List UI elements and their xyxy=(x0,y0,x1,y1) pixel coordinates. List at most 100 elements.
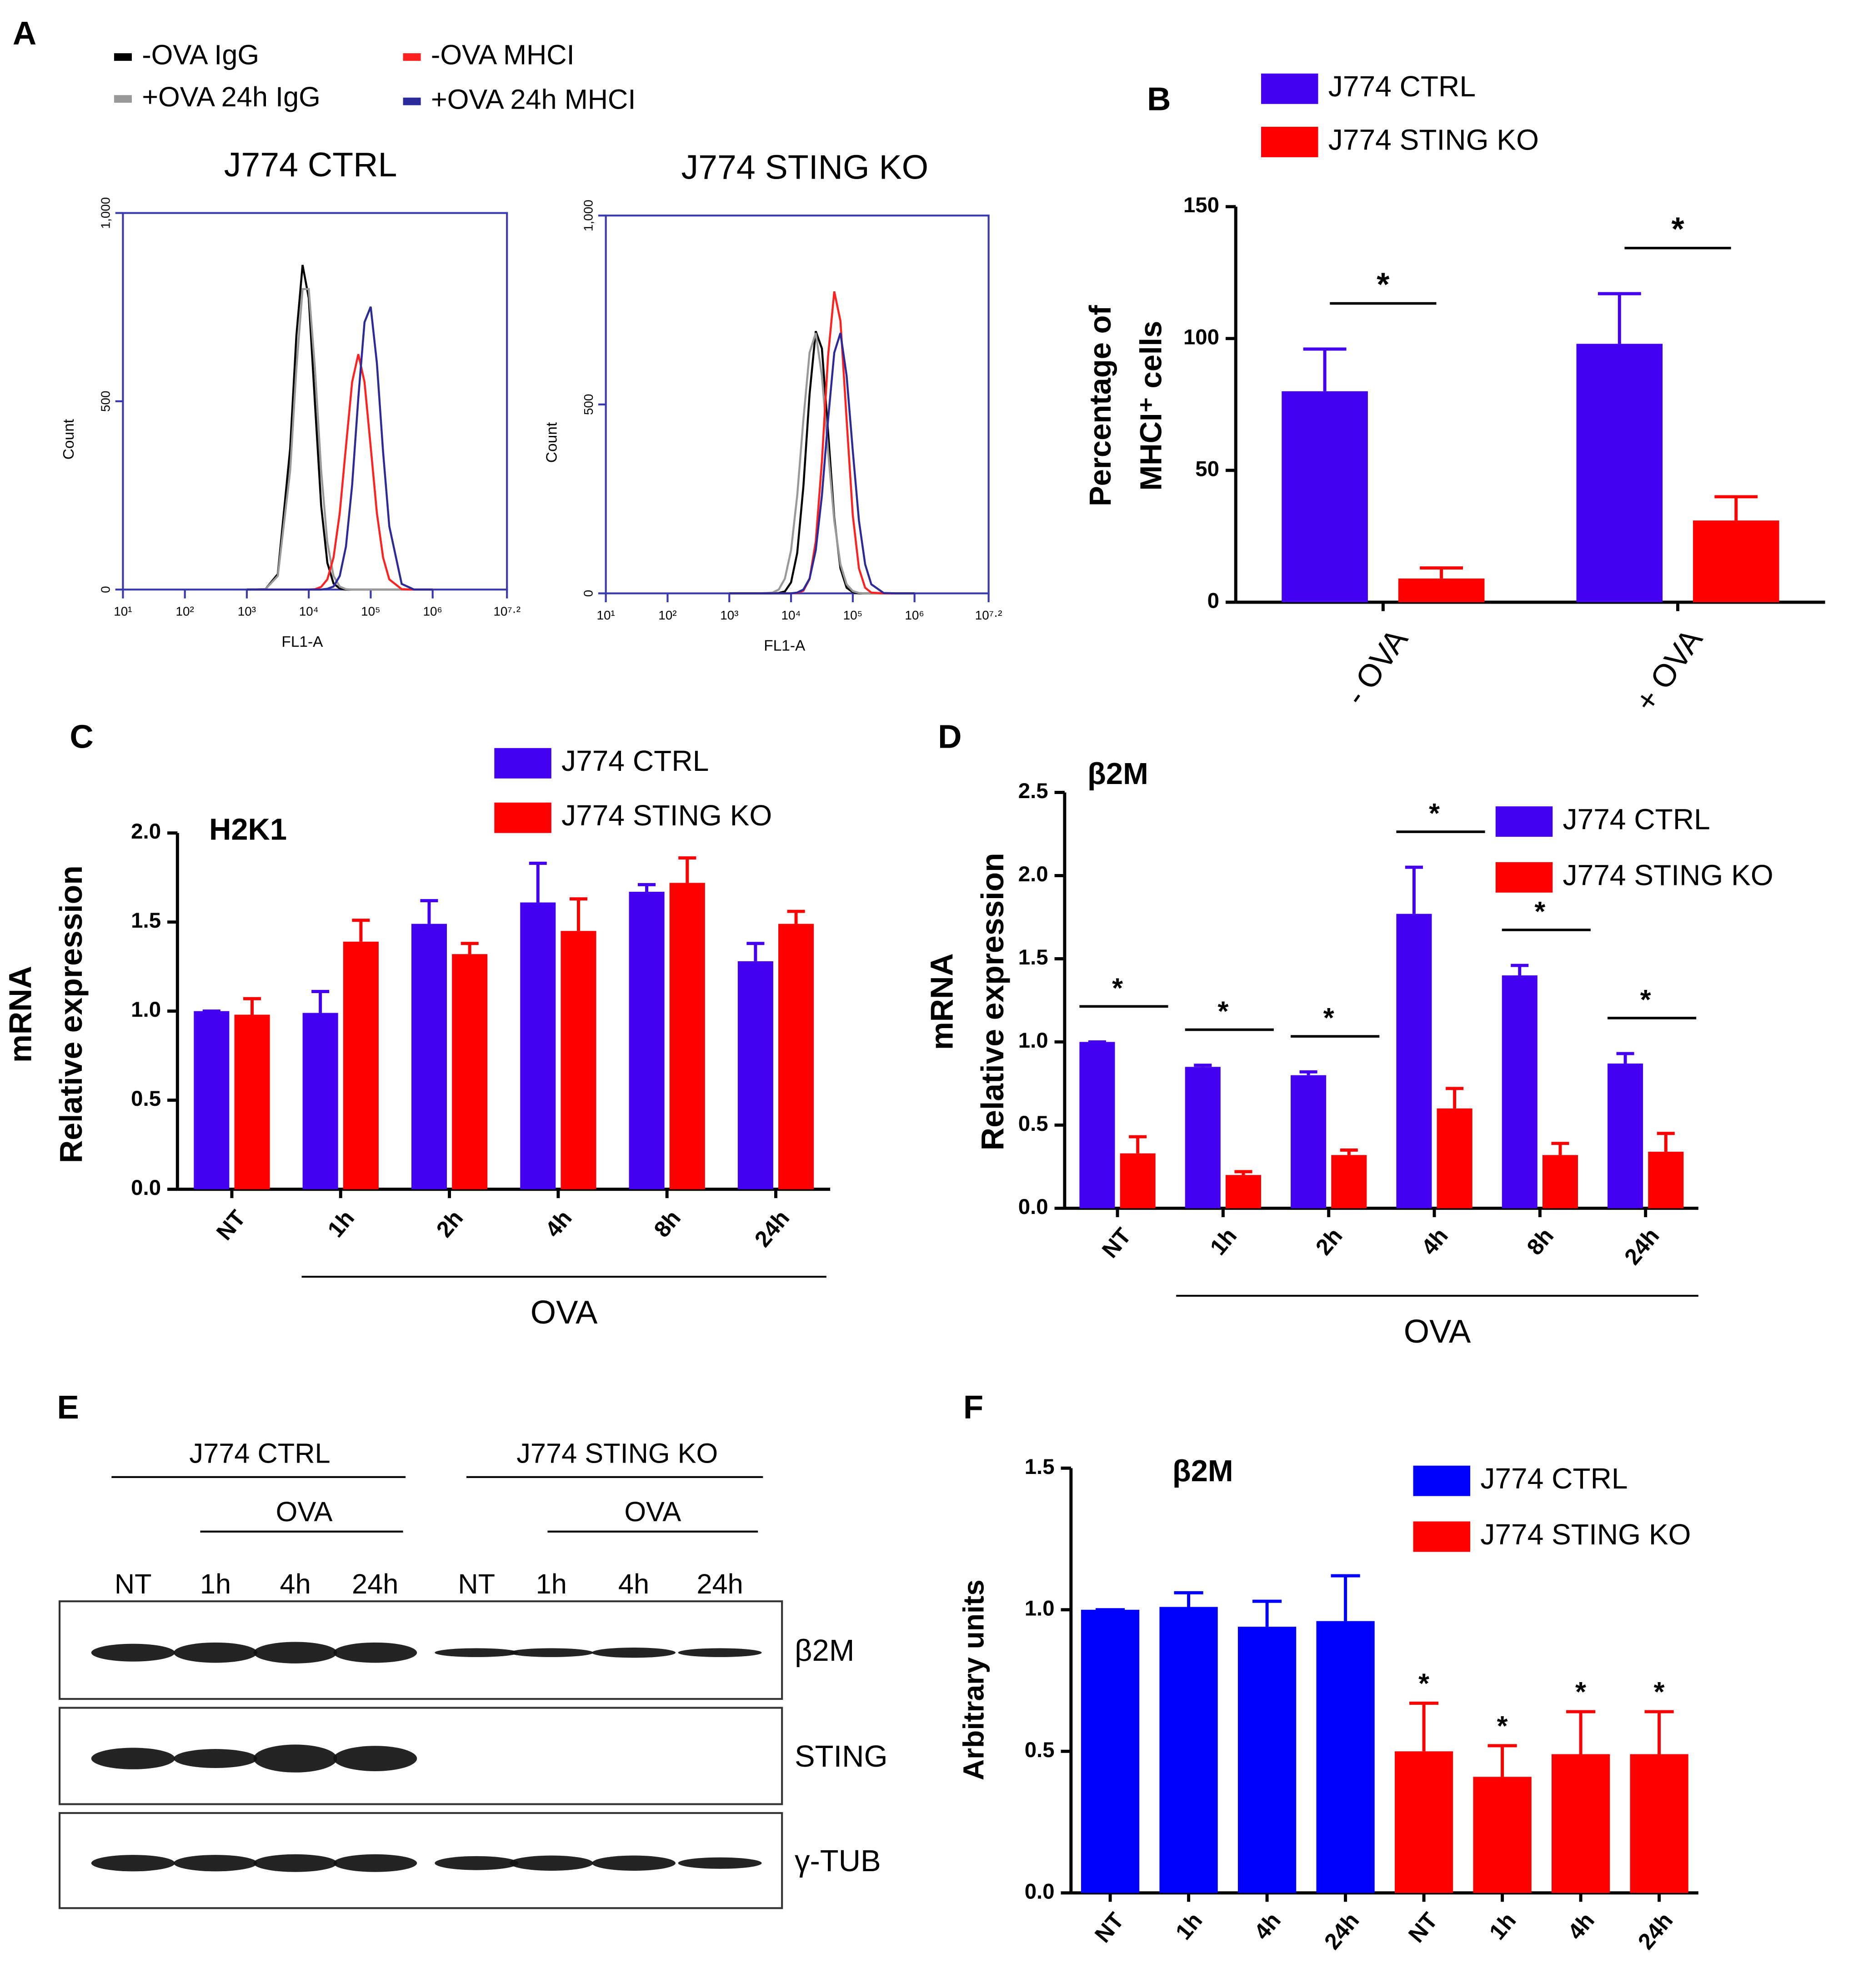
significance-label: * xyxy=(1497,1710,1508,1742)
legend-label: J774 STING KO xyxy=(1480,1518,1691,1551)
blot-band xyxy=(91,1855,175,1872)
blot-band xyxy=(509,1648,593,1657)
legend-label: +OVA 24h MHCI xyxy=(431,84,636,115)
error-bar xyxy=(678,856,696,883)
x-tick-label: 10⁶ xyxy=(423,604,442,619)
significance-label: * xyxy=(1112,972,1123,1004)
error-bar xyxy=(1420,566,1463,579)
chart-title: β2M xyxy=(1087,757,1148,791)
error-bar xyxy=(787,909,805,924)
y-tick-label: 2.0 xyxy=(131,819,161,844)
x-tick-label: 10¹ xyxy=(597,608,615,622)
error-bar xyxy=(1234,1170,1252,1175)
y-axis-label: Count xyxy=(543,422,560,463)
y-tick-label: 0 xyxy=(99,586,113,593)
legend-swatch xyxy=(1495,862,1553,893)
y-axis-label: Percentage of xyxy=(1083,305,1117,506)
y-tick-label: 0.0 xyxy=(1025,1879,1055,1903)
blot-band xyxy=(253,1854,337,1872)
y-tick-label: 500 xyxy=(581,394,596,415)
bar xyxy=(1398,578,1485,603)
bar xyxy=(411,924,447,1189)
x-tick-label: 10⁵ xyxy=(361,604,381,619)
error-bar xyxy=(420,899,438,924)
bar xyxy=(1159,1607,1218,1893)
bar xyxy=(194,1011,230,1189)
y-tick-label: 0.5 xyxy=(1025,1738,1055,1762)
x-tick-label: 10² xyxy=(176,604,194,619)
blot-band xyxy=(333,1854,417,1872)
bar xyxy=(629,892,665,1189)
y-tick-label: 2.5 xyxy=(1018,779,1048,803)
panel-title: J774 CTRL xyxy=(224,145,397,184)
error-bar xyxy=(638,883,656,892)
error-bar xyxy=(1409,1701,1439,1752)
blot-band xyxy=(678,1648,762,1657)
lane-label: NT xyxy=(115,1568,152,1600)
x-tick-label: 10⁴ xyxy=(781,608,801,622)
bar xyxy=(1693,520,1779,603)
legend-swatch xyxy=(1261,73,1318,104)
bar xyxy=(1630,1754,1688,1893)
error-bar xyxy=(1511,964,1529,976)
y-tick-label: 1,000 xyxy=(581,200,596,231)
y-tick-label: 1.5 xyxy=(1018,945,1048,969)
chart-title: H2K1 xyxy=(209,813,287,847)
error-bar xyxy=(746,942,765,961)
y-tick-label: 1.5 xyxy=(1025,1455,1055,1479)
y-tick-label: 100 xyxy=(1183,325,1219,349)
error-bar xyxy=(529,861,547,903)
panel-letter: E xyxy=(57,1389,79,1426)
blot-band xyxy=(678,1857,762,1869)
error-bar xyxy=(1129,1135,1147,1154)
bar xyxy=(1396,914,1432,1209)
x-axis-label: FL1-A xyxy=(764,638,806,654)
blot-treatment-label: OVA xyxy=(624,1496,681,1528)
legend-label: -OVA IgG xyxy=(142,40,259,71)
blot-band xyxy=(435,1856,519,1870)
significance-label: * xyxy=(1671,211,1684,248)
bar xyxy=(1331,1155,1367,1209)
y-axis-label: Arbitrary units xyxy=(957,1579,990,1780)
error-bar xyxy=(1340,1148,1358,1155)
x-tick-label: 10² xyxy=(658,608,676,622)
y-tick-label: 0.5 xyxy=(1018,1112,1048,1136)
error-bar xyxy=(1194,1064,1212,1067)
blot-band xyxy=(333,1642,417,1663)
error-bar xyxy=(1644,1710,1674,1754)
bar xyxy=(1502,975,1537,1209)
y-axis-label: MHCI⁺ cells xyxy=(1134,321,1168,491)
legend-swatch xyxy=(1413,1465,1471,1496)
panel-title: J774 STING KO xyxy=(681,148,928,186)
significance-label: * xyxy=(1217,996,1228,1027)
blot-band xyxy=(591,1855,676,1871)
x-tick-label: 10¹ xyxy=(114,604,132,619)
blot-band xyxy=(591,1648,676,1658)
blot-band xyxy=(253,1744,337,1773)
legend-label: J774 CTRL xyxy=(561,744,709,777)
y-axis-label: Relative expression xyxy=(975,853,1010,1150)
error-bar xyxy=(1446,1087,1464,1109)
error-bar xyxy=(461,942,479,954)
blot-group-label: J774 STING KO xyxy=(516,1438,718,1469)
y-tick-label: 150 xyxy=(1183,193,1219,217)
bar xyxy=(1291,1075,1327,1209)
x-tick-label: 10⁷·² xyxy=(975,608,1002,622)
x-axis-label: FL1-A xyxy=(281,634,323,650)
significance-label: * xyxy=(1640,984,1651,1015)
legend-swatch xyxy=(494,802,551,833)
error-bar xyxy=(1598,292,1641,344)
bar xyxy=(778,924,814,1189)
panel-letter: D xyxy=(938,718,962,755)
histogram-curve xyxy=(246,306,433,591)
bar xyxy=(1237,1627,1297,1893)
x-tick-label: 10⁴ xyxy=(299,604,319,619)
significance-label: * xyxy=(1429,798,1440,829)
bar xyxy=(1394,1751,1453,1893)
bar xyxy=(520,902,556,1189)
y-axis-label: mRNA xyxy=(924,953,959,1050)
y-tick-label: 0.0 xyxy=(1018,1195,1048,1219)
y-tick-label: 1,000 xyxy=(99,197,113,229)
